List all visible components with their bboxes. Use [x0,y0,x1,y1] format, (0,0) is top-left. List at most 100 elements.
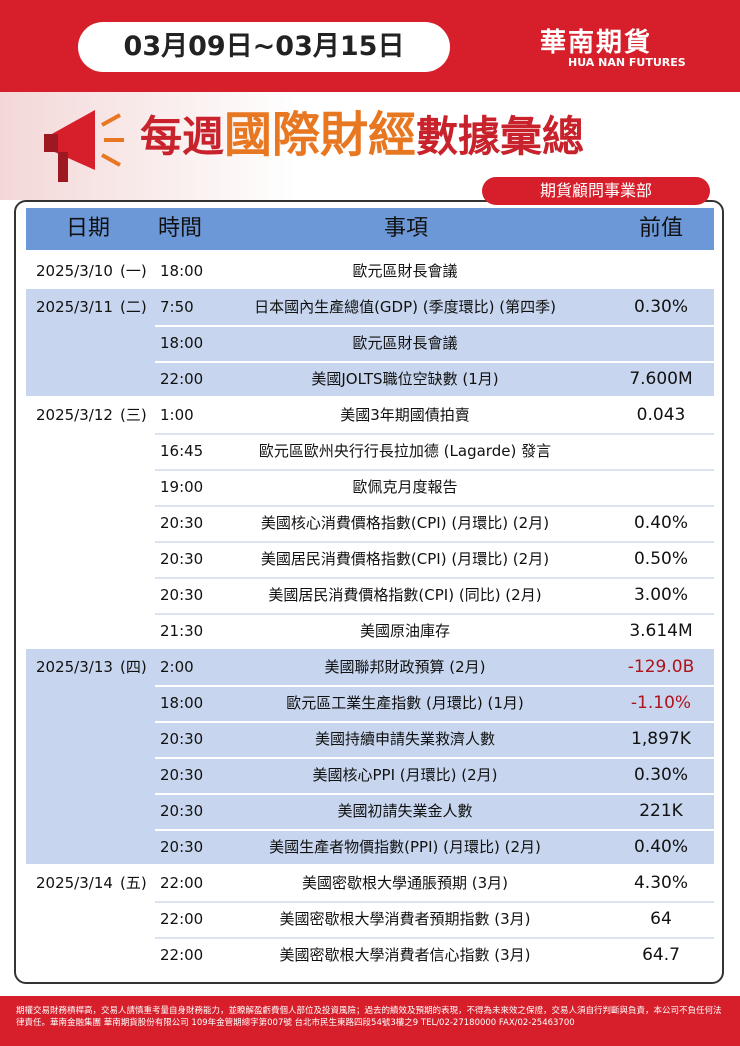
event: 美國密歇根大學通脹預期 (3月) [301,874,509,892]
group-divider [26,972,714,974]
time: 22:00 [160,874,204,892]
title-part: 每週 [140,112,225,161]
event: 美國居民消費價格指數(CPI) (月環比) (2月) [260,550,550,568]
event: 歐佩克月度報告 [352,478,458,496]
group-bg [26,289,714,397]
previous-value: 0.40% [633,513,688,533]
previous-value: 3.614M [629,621,693,641]
time: 1:00 [160,406,194,424]
time: 19:00 [160,478,204,496]
footer-bar [0,996,740,1046]
event: 歐元區財長會議 [352,262,458,280]
event: 美國核心PPI (月環比) (2月) [312,766,498,784]
weekday: (四) [120,658,147,676]
event: 歐元區歐州央行行長拉加德 (Lagarde) 發言 [258,442,552,460]
time: 22:00 [160,910,204,928]
title: 每週國際財經數據彙總 [140,95,584,165]
row-divider [155,793,714,795]
row-divider [155,613,714,615]
group-bg [26,253,714,289]
date: 2025/3/13 [36,658,113,676]
megaphone-icon [44,110,124,182]
event: 美國核心消費價格指數(CPI) (月環比) (2月) [260,514,550,532]
row-divider [155,901,714,903]
table-card [14,200,724,984]
row-divider [155,325,714,327]
date: 2025/3/14 [36,874,113,892]
column-header: 前值 [638,216,683,241]
previous-value: 0.30% [633,297,688,317]
row-divider [155,505,714,507]
row-divider [155,937,714,939]
row-divider [155,829,714,831]
time: 18:00 [160,694,204,712]
time: 21:30 [160,622,204,640]
event: 美國生產者物價指數(PPI) (月環比) (2月) [269,838,541,856]
event: 美國密歇根大學消費者信心指數 (3月) [279,946,531,964]
time: 20:30 [160,802,204,820]
time: 20:30 [160,586,204,604]
date: 2025/3/12 [36,406,113,424]
event: 美國3年期國債拍賣 [340,406,470,424]
previous-value: -1.10% [630,693,692,713]
row-divider [155,361,714,363]
previous-value: 0.043 [636,405,686,425]
date: 2025/3/11 [36,298,113,316]
event: 美國居民消費價格指數(CPI) (同比) (2月) [268,586,542,604]
column-header: 時間 [158,216,203,241]
time: 7:50 [160,298,194,316]
date-range: 03月09日~03月15日 [78,22,450,72]
row-divider [155,685,714,687]
weekday: (五) [120,874,147,892]
previous-value: 64.7 [642,945,680,965]
time: 20:30 [160,730,204,748]
time: 18:00 [160,334,204,352]
previous-value: 3.00% [633,585,688,605]
previous-value: 221K [639,801,683,821]
time: 20:30 [160,550,204,568]
column-header: 日期 [66,216,111,241]
event: 美國原油庫存 [359,622,450,640]
row-divider [155,541,714,543]
time: 16:45 [160,442,204,460]
row-divider [155,721,714,723]
time: 18:00 [160,262,204,280]
brand: 華南期貨 [540,28,653,58]
previous-value: 0.30% [633,765,688,785]
time: 20:30 [160,838,204,856]
previous-value: 1,897K [631,729,691,749]
disclaimer: 期權交易財務槓桿高，交易人請慎重考量自身財務能力，並瞭解盈虧費個人部位及投資風險… [16,1006,722,1028]
brand-en: HUA NAN FUTURES [568,56,686,69]
time: 2:00 [160,658,194,676]
department: 期貨顧問事業部 [482,177,710,205]
group-bg [26,865,714,973]
event: 美國持續申請失業救濟人數 [314,730,495,748]
time: 20:30 [160,514,204,532]
title-part: 國際財經 [224,107,417,163]
previous-value: 64 [650,909,672,929]
date: 2025/3/10 [36,262,113,280]
previous-value: 4.30% [633,873,688,893]
previous-value: 0.50% [633,549,688,569]
time: 22:00 [160,370,204,388]
event: 歐元區工業生產指數 (月環比) (1月) [286,694,524,712]
event: 美國密歇根大學消費者預期指數 (3月) [279,910,531,928]
time: 22:00 [160,946,204,964]
row-divider [155,433,714,435]
title-part: 數據彙總 [416,112,585,161]
group-bg [26,397,714,649]
table-header: 日期 時間 事項 前值 [26,208,714,250]
row-divider [155,469,714,471]
previous-value: -129.0B [627,657,695,677]
event: 日本國內生產總值(GDP) (季度環比) (第四季) [254,298,556,316]
row-divider [155,757,714,759]
column-header: 事項 [383,216,428,241]
weekday: (一) [120,262,147,280]
event: 美國聯邦財政預算 (2月) [324,658,486,676]
previous-value: 0.40% [633,837,688,857]
row-divider [155,577,714,579]
event: 美國JOLTS職位空缺數 (1月) [311,370,499,388]
event: 歐元區財長會議 [352,334,458,352]
time: 20:30 [160,766,204,784]
